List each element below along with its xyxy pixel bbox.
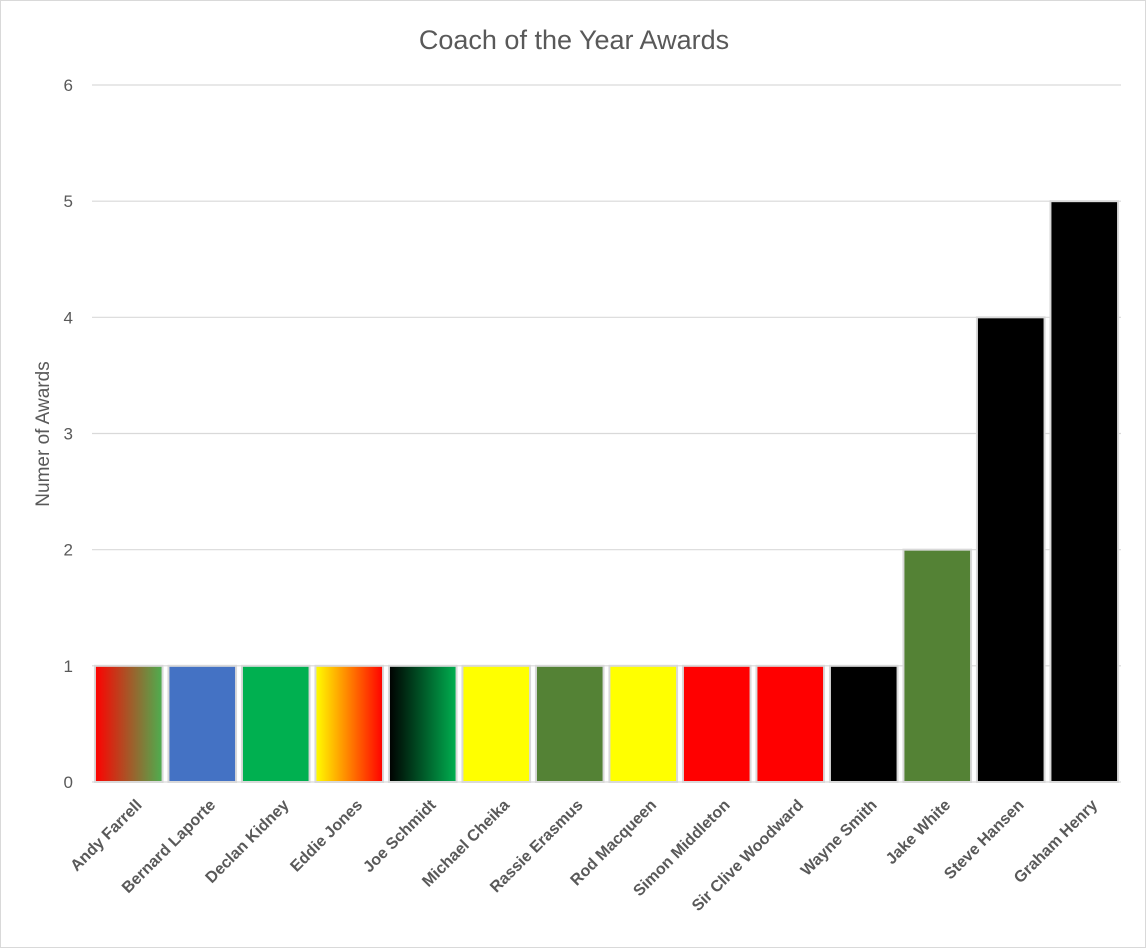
bar-sir-clive-woodward [755,664,826,783]
x-tick-label: Eddie Jones [287,797,366,876]
bar-wayne-smith [828,664,899,783]
x-tick-label: Joe Schmidt [360,796,440,876]
y-tick-label: 1 [64,657,73,676]
bar-simon-middleton [681,664,752,783]
bar-jake-white [902,548,973,784]
bar-joe-schmidt [387,664,458,783]
x-tick-label: Jake White [883,797,954,868]
y-tick-label: 0 [64,773,73,792]
x-tick-label: Andy Farrell [68,797,146,875]
bar-michael-cheika [461,664,532,783]
y-tick-label: 6 [64,76,73,95]
y-tick-label: 3 [64,425,73,444]
bar-declan-kidney [240,664,311,783]
bar-steve-hansen [975,316,1046,783]
y-tick-label: 5 [64,192,73,211]
bar-andy-farrell [93,664,164,783]
y-axis-ticks: 0 1 2 3 4 5 6 [64,76,73,792]
bar-eddie-jones [314,664,385,783]
y-axis-label: Numer of Awards [33,361,54,506]
bar-rassie-erasmus [534,664,605,783]
chart-title: Coach of the Year Awards [419,25,729,55]
x-tick-label: Wayne Smith [798,797,881,880]
y-tick-label: 4 [64,308,73,327]
bar-rod-macqueen [608,664,679,783]
bars [93,200,1120,784]
bar-graham-henry [1049,200,1120,783]
bar-bernard-laporte [167,664,238,783]
y-tick-label: 2 [64,541,73,560]
